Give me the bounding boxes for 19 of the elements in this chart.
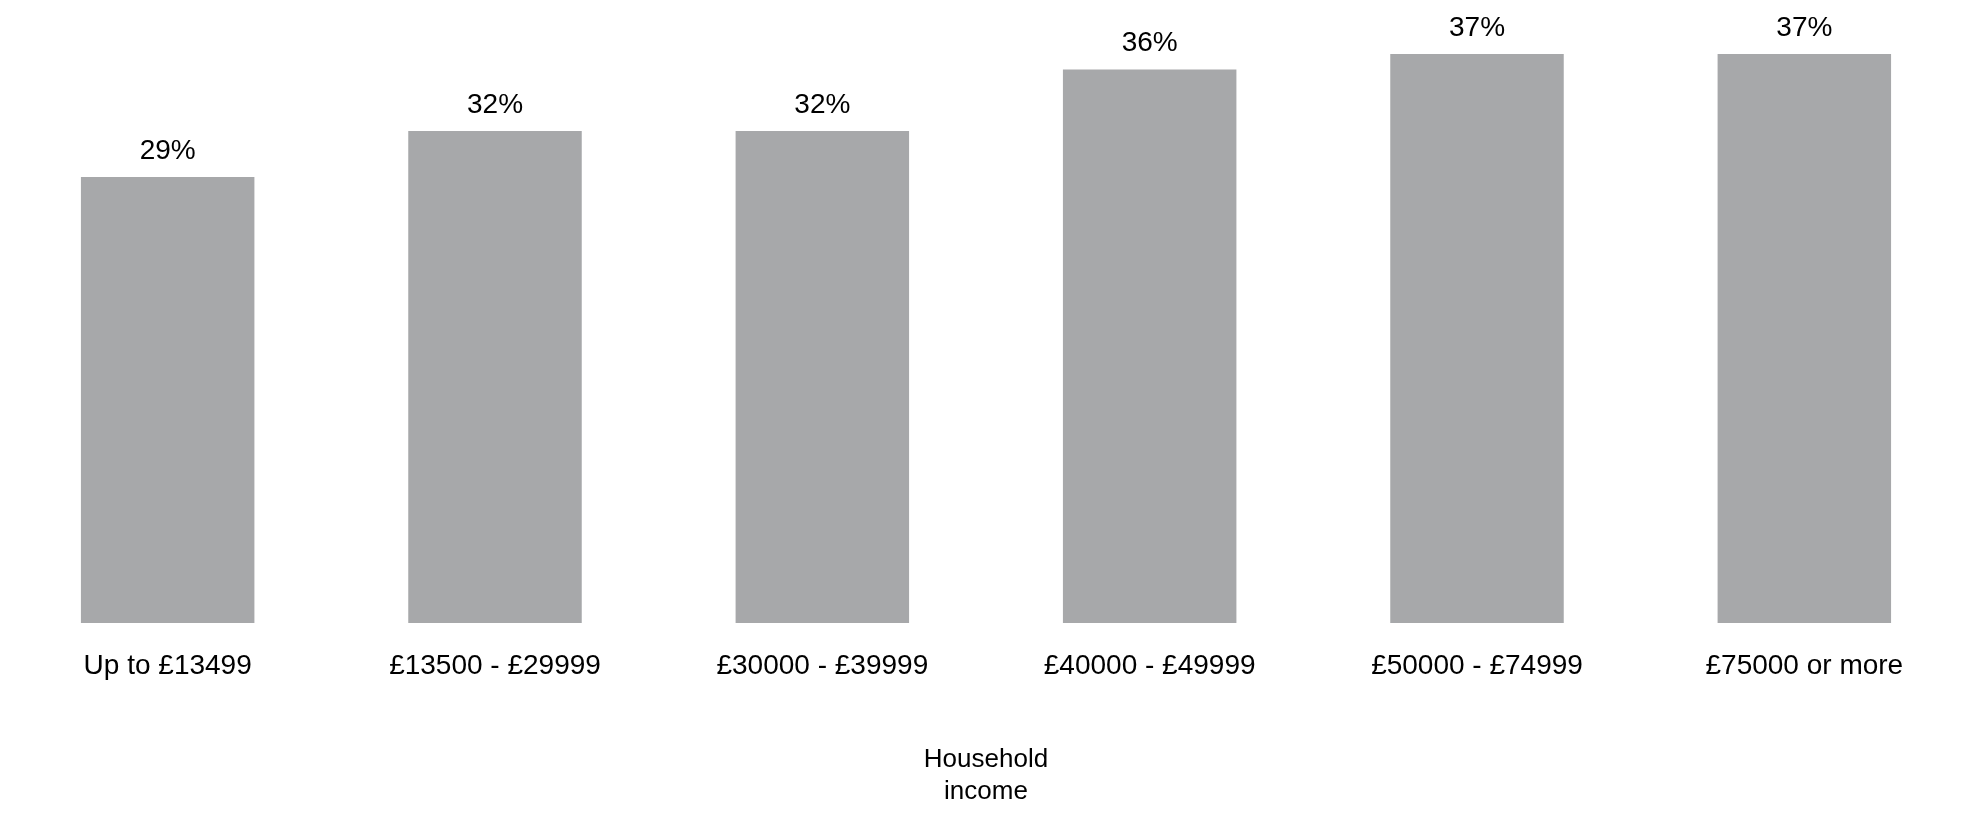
x-tick-label: £50000 - £74999 — [1371, 648, 1583, 680]
bar — [1717, 54, 1892, 623]
data-label: 29% — [139, 133, 196, 165]
x-tick-label: £30000 - £39999 — [716, 648, 929, 680]
x-tick-label: £13500 - £29999 — [389, 648, 601, 680]
data-label: 36% — [1121, 26, 1178, 58]
bar — [80, 177, 255, 623]
x-tick-label: £75000 or more — [1705, 648, 1904, 680]
x-axis-title: Household income — [923, 743, 1049, 805]
bar — [1062, 69, 1237, 623]
data-label: 37% — [1448, 10, 1506, 42]
bar — [408, 130, 582, 623]
data-label: 37% — [1776, 10, 1833, 42]
data-label: 32% — [466, 87, 524, 119]
data-label: 32% — [794, 87, 851, 119]
bar — [735, 130, 910, 623]
x-tick-label: Up to £13499 — [83, 648, 252, 680]
x-tick-label: £40000 - £49999 — [1043, 648, 1256, 680]
bar — [1390, 54, 1564, 623]
